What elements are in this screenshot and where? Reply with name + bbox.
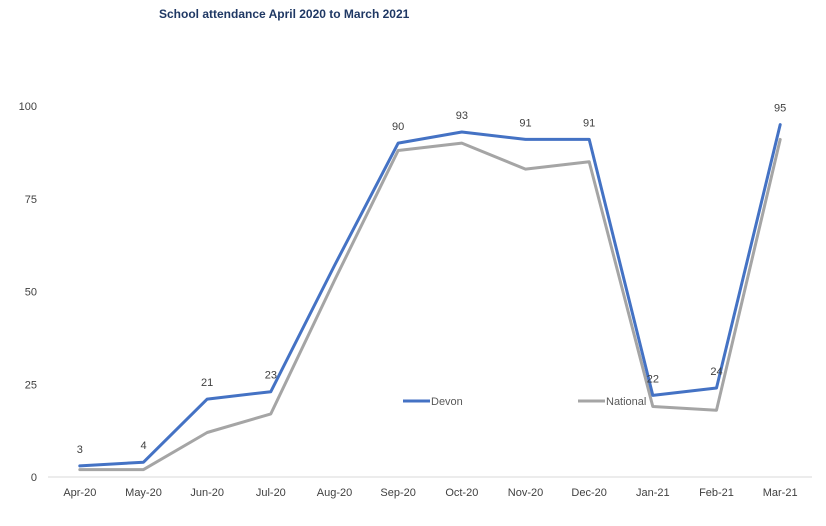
legend: Devon National <box>403 396 646 408</box>
x-tick-label: Sep-20 <box>380 487 415 499</box>
x-tick-label: Oct-20 <box>445 487 478 499</box>
data-label: 24 <box>710 366 722 378</box>
x-tick-label: Jun-20 <box>190 487 224 499</box>
data-label: 21 <box>201 377 213 389</box>
x-tick-label: Apr-20 <box>63 487 96 499</box>
data-labels: 3 4 21 23 90 93 91 91 22 24 95 <box>77 103 787 456</box>
series-lines <box>78 123 782 472</box>
data-label: 93 <box>456 110 468 122</box>
legend-label-national: National <box>606 396 646 408</box>
y-tick-label: 0 <box>31 472 37 484</box>
data-label: 3 <box>77 444 83 456</box>
y-tick-label: 25 <box>25 379 37 391</box>
x-tick-label: May-20 <box>125 487 162 499</box>
x-tick-label: Nov-20 <box>508 487 543 499</box>
y-tick-label: 50 <box>25 287 37 299</box>
data-label: 91 <box>519 117 531 129</box>
series-line-national <box>78 137 782 472</box>
data-label: 91 <box>583 117 595 129</box>
data-label: 95 <box>774 103 786 115</box>
data-label: 22 <box>647 373 659 385</box>
x-tick-label: Jul-20 <box>256 487 286 499</box>
y-axis: 0 25 50 75 100 <box>19 101 37 484</box>
series-line-devon <box>78 123 782 468</box>
y-tick-label: 100 <box>19 101 37 113</box>
x-tick-label: Aug-20 <box>317 487 352 499</box>
data-label: 90 <box>392 121 404 133</box>
x-tick-label: Dec-20 <box>571 487 606 499</box>
data-label: 4 <box>140 440 146 452</box>
x-tick-label: Feb-21 <box>699 487 734 499</box>
x-tick-label: Jan-21 <box>636 487 670 499</box>
chart-title: School attendance April 2020 to March 20… <box>159 7 410 21</box>
x-axis: Apr-20 May-20 Jun-20 Jul-20 Aug-20 Sep-20 Oct-… <box>63 487 797 499</box>
data-label: 23 <box>265 370 277 382</box>
x-tick-label: Mar-21 <box>763 487 798 499</box>
legend-label-devon: Devon <box>431 396 463 408</box>
y-tick-label: 75 <box>25 194 37 206</box>
